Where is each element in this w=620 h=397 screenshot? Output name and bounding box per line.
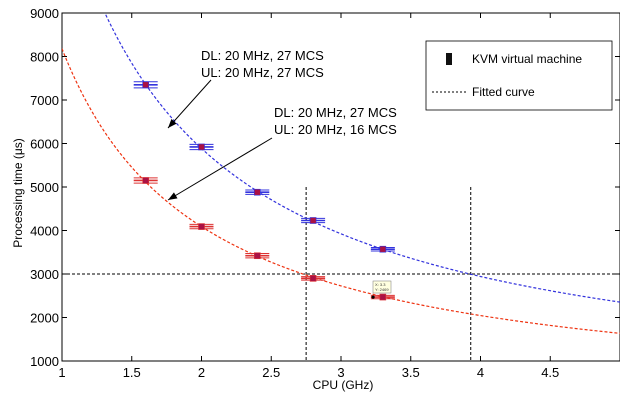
annotation-2-arrow xyxy=(167,137,273,201)
annotation-2-line-2: UL: 20 MHz, 16 MCS xyxy=(274,122,397,137)
annotation-2-arrow-head xyxy=(168,192,178,200)
x-tick-label: 2 xyxy=(198,365,205,380)
y-tick-label: 7000 xyxy=(30,93,59,108)
annotation-1-arrow xyxy=(167,79,212,129)
y-tick-label: 4000 xyxy=(30,224,59,239)
plot-content xyxy=(62,13,620,361)
x-tick-label: 1 xyxy=(58,365,65,380)
data-point-series-2 xyxy=(379,293,387,301)
y-axis-label: Processing time (μs) xyxy=(11,138,25,248)
y-tick-label: 1000 xyxy=(30,354,59,369)
x-axis-label: CPU (GHz) xyxy=(313,378,374,392)
x-tick-label: 2.5 xyxy=(262,365,280,380)
data-point-series-2 xyxy=(198,223,205,230)
annotation-1-arrow-shaft xyxy=(167,79,212,129)
annotation-2: DL: 20 MHz, 27 MCS UL: 20 MHz, 16 MCS xyxy=(274,105,397,137)
y-tick-label: 9000 xyxy=(30,6,59,21)
legend-marker-icon xyxy=(446,53,452,65)
data-point-series-1 xyxy=(254,188,261,196)
annotation-1: DL: 20 MHz, 27 MCS UL: 20 MHz, 27 MCS xyxy=(201,48,324,80)
y-tick-label: 3000 xyxy=(30,267,59,282)
annotation-2-arrow-shaft xyxy=(167,137,273,201)
data-point-series-1 xyxy=(198,143,205,151)
legend: KVM virtual machine Fitted curve xyxy=(425,40,613,111)
fitted-curve-series-1 xyxy=(104,13,620,303)
datatip: X: 3.3 Y: 2469 xyxy=(372,280,392,294)
x-tick-label: 1.5 xyxy=(123,365,141,380)
annotation-1-line-2: UL: 20 MHz, 27 MCS xyxy=(201,65,324,80)
y-tick-label: 2000 xyxy=(30,311,59,326)
data-point-series-2 xyxy=(309,275,317,282)
datatip-anchor xyxy=(371,295,375,299)
datatip-line-1: X: 3.3 xyxy=(375,282,386,287)
datatip-line-2: Y: 2469 xyxy=(375,287,389,292)
data-point-series-1 xyxy=(379,245,387,253)
legend-entry-1: KVM virtual machine xyxy=(472,52,582,66)
annotation-1-arrow-head xyxy=(168,118,177,128)
x-tick-label: 3.5 xyxy=(402,365,420,380)
data-point-series-1 xyxy=(309,217,317,224)
x-tick-label: 3 xyxy=(337,365,344,380)
y-tick-label: 5000 xyxy=(30,180,59,195)
data-point-series-2 xyxy=(142,177,149,184)
legend-box xyxy=(425,40,613,111)
data-point-series-1 xyxy=(142,81,149,89)
data-point-series-2 xyxy=(254,252,261,260)
fitted-curve-series-2 xyxy=(62,48,620,334)
y-tick-label: 6000 xyxy=(30,137,59,152)
legend-entry-2: Fitted curve xyxy=(472,85,535,99)
x-tick-label: 4.5 xyxy=(541,365,559,380)
datatip-box xyxy=(372,280,392,294)
x-tick-label: 4 xyxy=(477,365,484,380)
annotation-1-line-1: DL: 20 MHz, 27 MCS xyxy=(201,48,324,63)
annotation-2-line-1: DL: 20 MHz, 27 MCS xyxy=(274,105,397,120)
y-tick-label: 8000 xyxy=(30,50,59,65)
